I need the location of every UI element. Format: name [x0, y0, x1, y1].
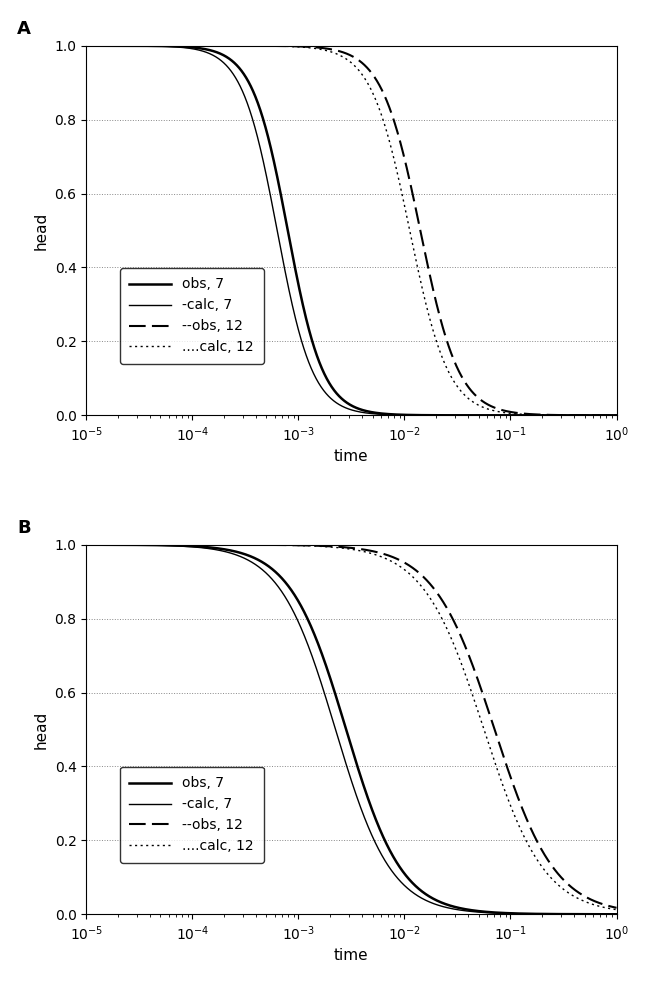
Legend: obs, 7, -calc, 7, --obs, 12, ....calc, 12: obs, 7, -calc, 7, --obs, 12, ....calc, 1… [120, 767, 264, 863]
X-axis label: time: time [334, 949, 369, 963]
Text: B: B [18, 520, 31, 537]
X-axis label: time: time [334, 450, 369, 464]
Y-axis label: head: head [34, 212, 49, 250]
Legend: obs, 7, -calc, 7, --obs, 12, ....calc, 12: obs, 7, -calc, 7, --obs, 12, ....calc, 1… [120, 268, 264, 364]
Y-axis label: head: head [34, 710, 49, 749]
Text: A: A [18, 21, 31, 38]
